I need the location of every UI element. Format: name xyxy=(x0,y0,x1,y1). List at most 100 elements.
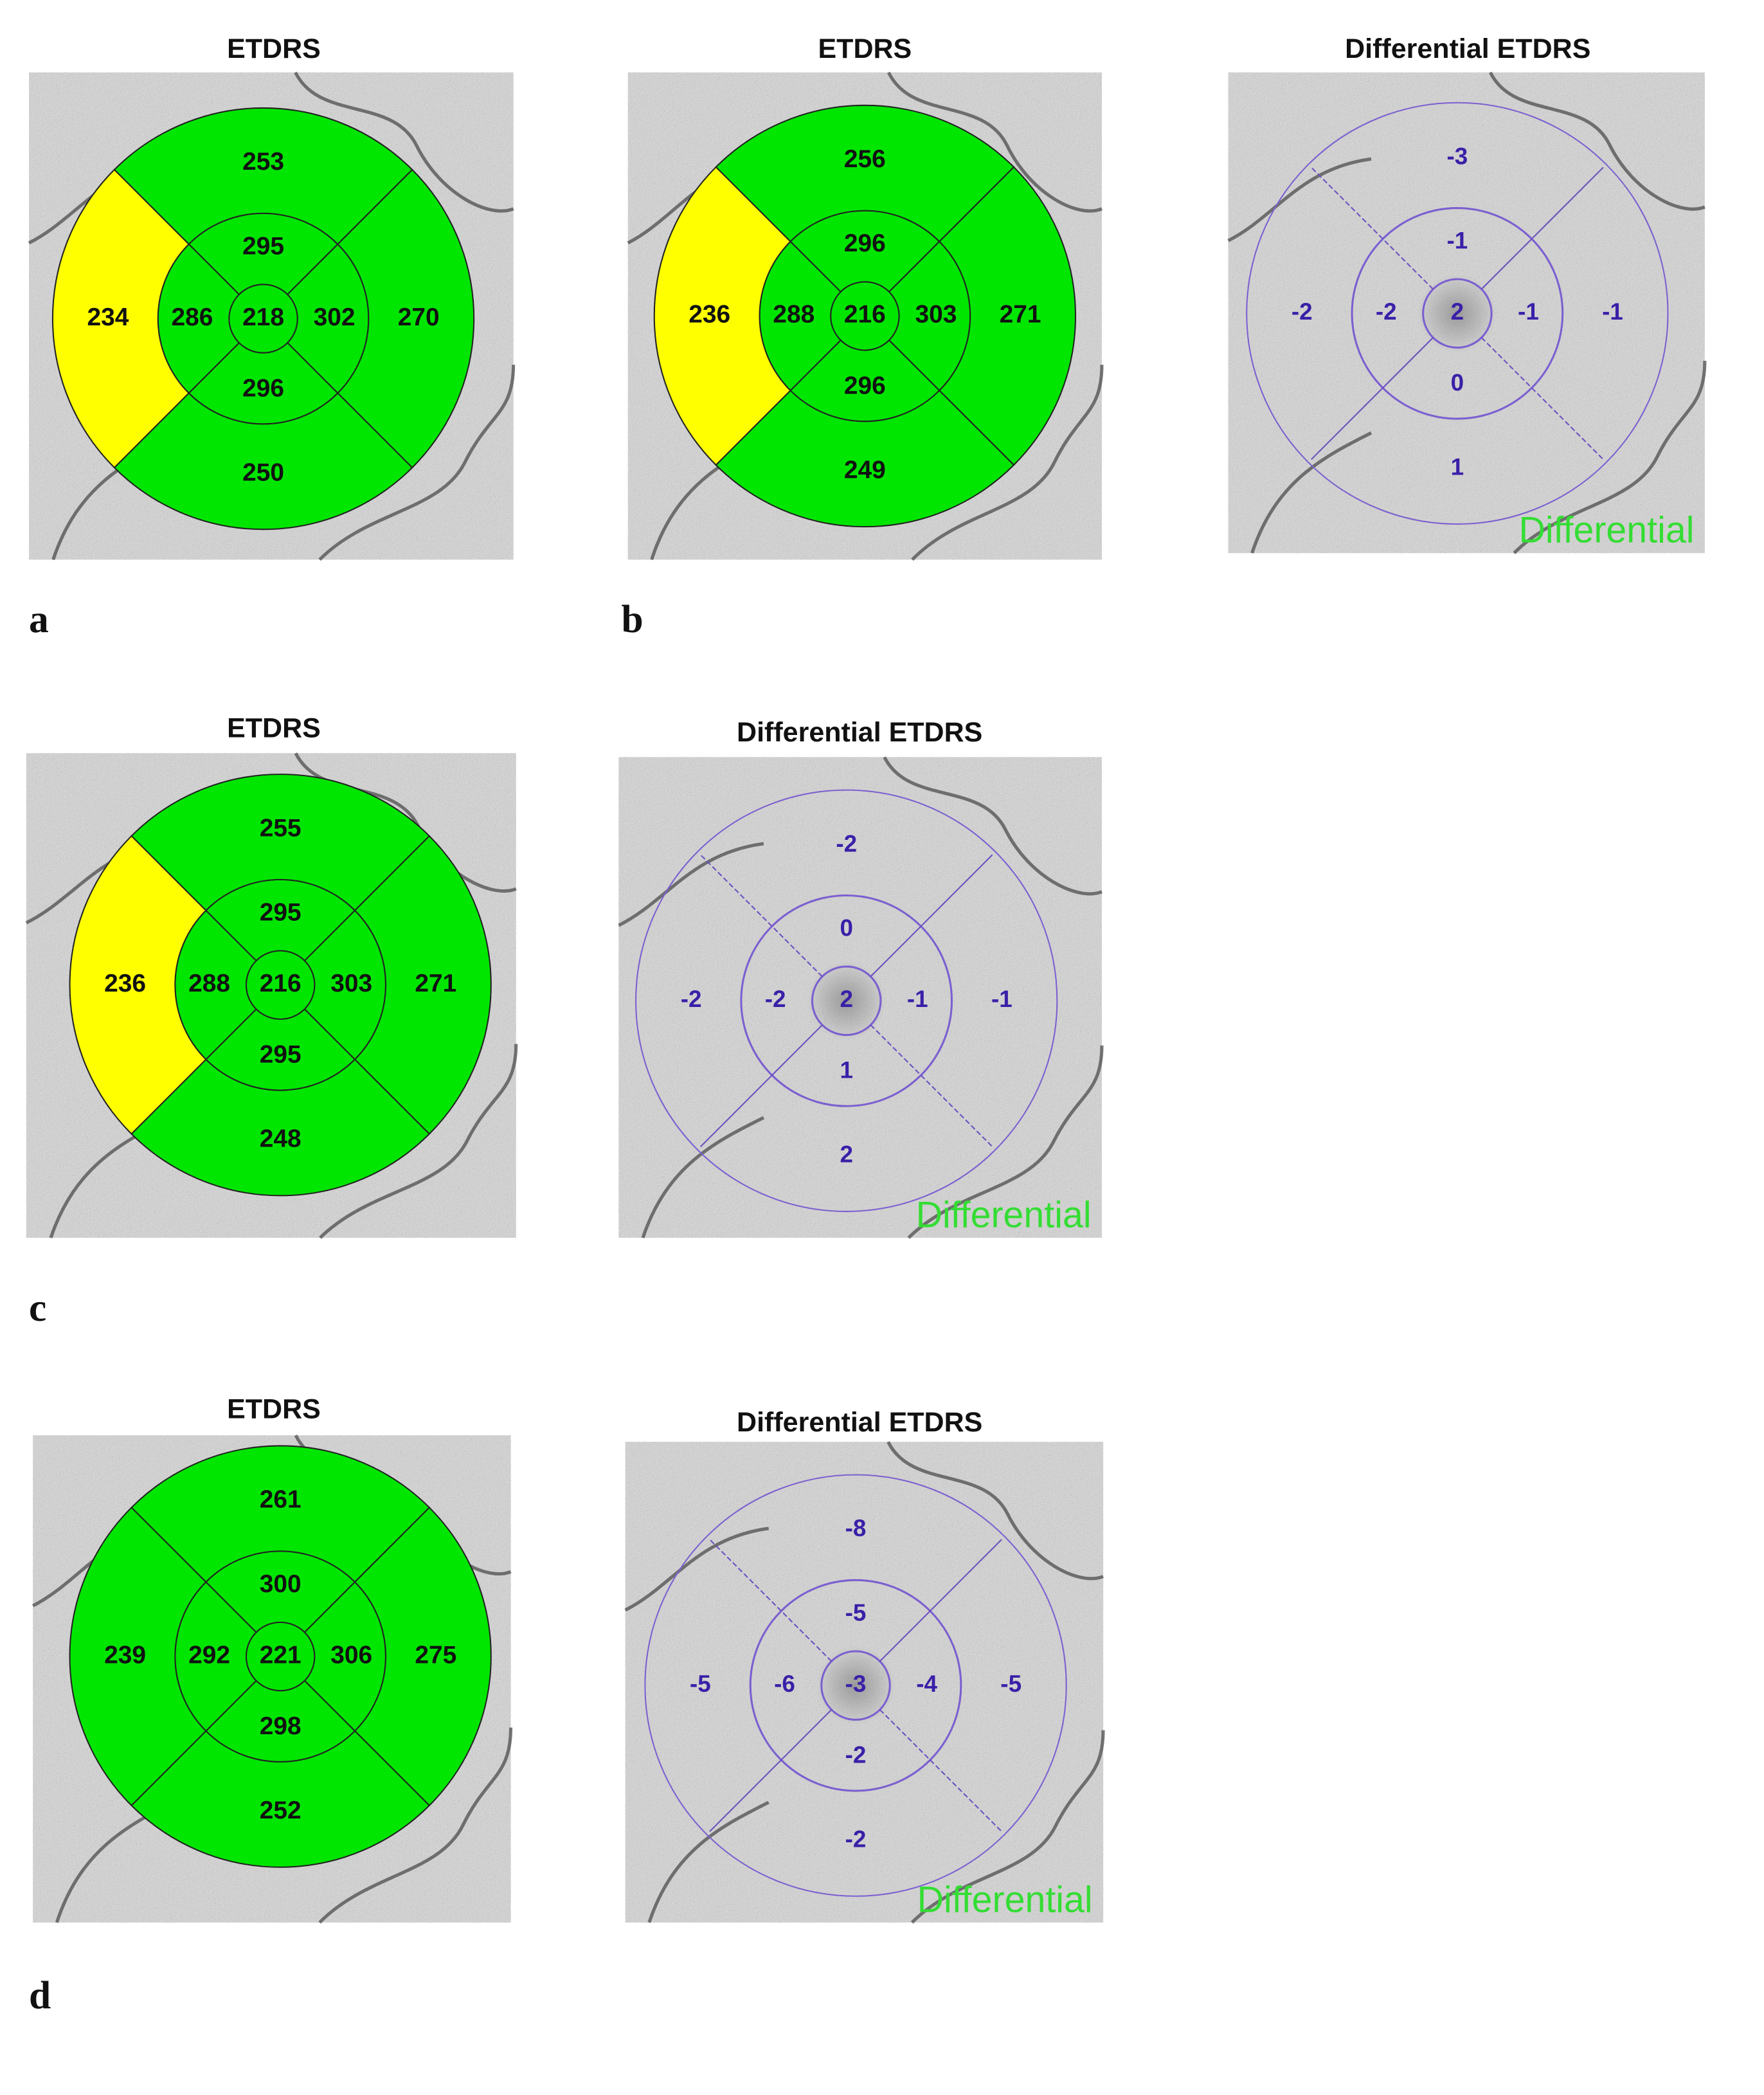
differential-value: -5 xyxy=(845,1599,867,1626)
map-title: ETDRS xyxy=(818,33,912,64)
differential-value: 0 xyxy=(840,914,852,941)
differential-value: 1 xyxy=(1451,454,1464,480)
differential-value: -8 xyxy=(845,1515,867,1541)
sector-value: 303 xyxy=(915,301,957,329)
sector-value: 296 xyxy=(242,374,284,402)
grid-ring xyxy=(644,1474,1067,1897)
grid-diagonal xyxy=(870,854,993,977)
sector xyxy=(354,835,492,1135)
sector-value: 253 xyxy=(242,148,284,176)
sector-value: 303 xyxy=(330,970,372,997)
differential-value: 1 xyxy=(840,1057,852,1084)
sector-value: 295 xyxy=(260,1041,302,1069)
panel-label: d xyxy=(29,1973,51,2017)
differential-value: -2 xyxy=(681,986,702,1012)
grid-diagonal xyxy=(699,1024,823,1148)
grid-diagonal xyxy=(879,1539,1002,1662)
differential-value: -5 xyxy=(1000,1671,1022,1697)
sector-value: 300 xyxy=(260,1570,302,1598)
grid-diagonal xyxy=(699,854,823,977)
differential-value: -2 xyxy=(1376,298,1397,325)
grid-diagonal xyxy=(1480,337,1604,460)
grid-ring xyxy=(811,965,882,1037)
differential-value: -2 xyxy=(836,830,857,857)
center-shade xyxy=(807,961,887,1040)
sector xyxy=(69,1506,207,1807)
vessel xyxy=(911,365,1104,561)
grid-diagonal xyxy=(1311,167,1434,290)
center-shade xyxy=(816,1646,896,1725)
grid-ring xyxy=(1246,102,1669,525)
vessel xyxy=(641,1116,765,1238)
differential-value: -4 xyxy=(916,1671,937,1697)
sector-value: 295 xyxy=(242,232,284,260)
vessel xyxy=(887,1441,1104,1581)
differential-value: 2 xyxy=(840,1141,852,1168)
sector-value: 256 xyxy=(844,145,886,173)
vessel xyxy=(883,756,1102,896)
sector-value: 296 xyxy=(844,372,886,399)
watermark: Differential xyxy=(917,1879,1093,1920)
center-shade xyxy=(1418,273,1497,353)
vessel xyxy=(1227,157,1372,242)
sector-value: 236 xyxy=(688,301,730,329)
sector-value: 296 xyxy=(844,230,886,257)
sector-value: 239 xyxy=(104,1641,146,1669)
panel-label: b xyxy=(622,597,644,641)
watermark: Differential xyxy=(1518,510,1694,551)
sector-value: 288 xyxy=(188,970,230,997)
differential-value: -5 xyxy=(690,1671,711,1697)
sector-value: 250 xyxy=(242,458,284,486)
vessel xyxy=(887,71,1102,213)
differential-value: -2 xyxy=(845,1826,867,1853)
sector-value: 236 xyxy=(104,970,146,997)
sector xyxy=(113,107,413,246)
sector xyxy=(51,168,190,469)
sector-value: 295 xyxy=(260,898,302,926)
sector xyxy=(354,1506,492,1807)
sector xyxy=(130,1058,431,1197)
vessel xyxy=(618,842,764,927)
sector-value: 216 xyxy=(260,970,302,997)
sector-value: 271 xyxy=(1000,301,1041,329)
differential-value: 2 xyxy=(840,986,852,1012)
sector xyxy=(130,774,431,912)
sector-value: 275 xyxy=(415,1641,456,1669)
sector xyxy=(69,835,207,1135)
sector xyxy=(130,1445,431,1583)
sector-value: 261 xyxy=(260,1486,302,1514)
vessel xyxy=(647,1800,770,1923)
map-title: Differential ETDRS xyxy=(737,1407,982,1438)
grid-diagonal xyxy=(709,1709,833,1832)
watermark: Differential xyxy=(916,1195,1092,1236)
differential-value: 2 xyxy=(1451,298,1464,325)
sector-value: 249 xyxy=(844,456,886,484)
sector xyxy=(130,1730,431,1868)
map-title: ETDRS xyxy=(227,713,321,744)
sector-value: 271 xyxy=(415,970,456,997)
sector-value: 270 xyxy=(398,304,440,331)
sector xyxy=(113,392,413,531)
vessel xyxy=(1250,431,1372,554)
sector-value: 234 xyxy=(87,304,129,331)
grid-ring xyxy=(635,789,1058,1212)
differential-value: -1 xyxy=(1446,228,1468,254)
vessel xyxy=(318,365,516,561)
sector-value: 216 xyxy=(844,301,886,329)
sector xyxy=(715,104,1015,243)
differential-value: -3 xyxy=(1446,143,1468,169)
differential-value: -1 xyxy=(991,986,1013,1012)
grid-diagonal xyxy=(879,1709,1002,1832)
vessel xyxy=(907,1045,1104,1239)
vessel xyxy=(318,1727,513,1924)
sector-value: 218 xyxy=(242,304,284,331)
grid-ring xyxy=(820,1650,891,1721)
map-title: Differential ETDRS xyxy=(1345,33,1590,64)
sector-value: 298 xyxy=(260,1712,302,1740)
vessel xyxy=(1513,361,1707,554)
grid-ring xyxy=(749,1579,962,1792)
differential-value: -1 xyxy=(907,986,928,1012)
sector xyxy=(938,166,1076,466)
